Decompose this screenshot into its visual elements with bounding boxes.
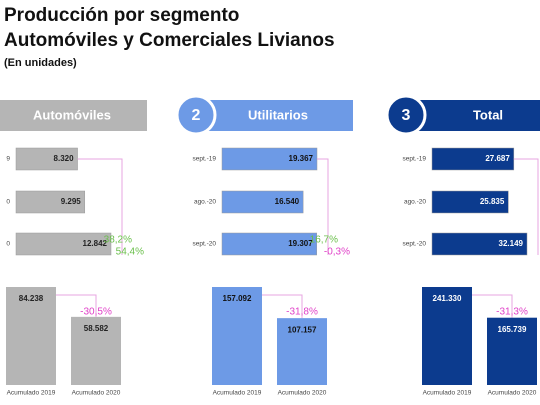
row-bar [431, 190, 509, 214]
accum-value: 241.330 [433, 294, 462, 303]
header-bar [0, 100, 147, 131]
title: Producción por segmento [4, 5, 239, 26]
accum-label: Acumulado 2019 [213, 390, 262, 397]
accum-change: -31,8% [286, 307, 318, 318]
accum-bar [71, 316, 121, 385]
row-value: 27.687 [485, 154, 510, 163]
change: 38,2% [104, 235, 132, 246]
connector [317, 158, 329, 255]
change: -0,3% [324, 247, 350, 258]
change: 54,4% [116, 247, 144, 258]
accum-bar [6, 287, 56, 385]
header-bar [408, 100, 540, 131]
accum-change: -31,3% [496, 307, 528, 318]
accum-value: 157.092 [223, 294, 252, 303]
row-bar [15, 190, 86, 214]
accum-change: -30,5% [80, 307, 112, 318]
accum-value: 165.739 [498, 325, 527, 334]
accum-label: Acumulado 2020 [488, 390, 537, 397]
row-label: ago.-20 [194, 199, 216, 206]
accum-value: 84.238 [19, 294, 44, 303]
panel-title: Utilitarios [248, 107, 308, 122]
row-bar [431, 232, 528, 256]
row-value: 25.835 [480, 197, 505, 206]
row-label: 0 [6, 241, 10, 248]
panel-title: Automóviles [33, 107, 111, 122]
number-badge [385, 94, 427, 136]
row-label: sept.-20 [403, 241, 427, 248]
row-label: sept.-19 [403, 156, 427, 163]
row-bar [221, 190, 304, 214]
change: 16,7% [310, 235, 338, 246]
row-label: sept.-20 [193, 241, 217, 248]
accum-label: Acumulado 2019 [423, 390, 472, 397]
accum-value: 107.157 [288, 325, 317, 334]
accum-bar [277, 318, 327, 385]
row-value: 19.307 [288, 239, 313, 248]
panel-title: Total [473, 107, 503, 122]
row-value: 9.295 [61, 197, 82, 206]
row-bar [15, 232, 112, 256]
row-label: 9 [6, 156, 10, 163]
row-bar [221, 232, 317, 256]
row-label: ago.-20 [404, 199, 426, 206]
note: (En unidades) [4, 57, 77, 69]
row-value: 16.540 [275, 197, 300, 206]
accum-label: Acumulado 2020 [72, 390, 121, 397]
row-value: 32.149 [499, 239, 524, 248]
row-value: 8.320 [54, 154, 75, 163]
accum-bar [212, 287, 262, 385]
connector [513, 158, 539, 255]
accum-label: Acumulado 2019 [7, 390, 56, 397]
row-value: 12.842 [83, 239, 108, 248]
subtitle: Automóviles y Comerciales Livianos [4, 30, 335, 51]
accum-bar [487, 317, 537, 385]
accum-bar [422, 287, 472, 385]
panel-number: 2 [192, 107, 201, 124]
accum-value: 58.582 [84, 324, 109, 333]
accum-label: Acumulado 2020 [278, 390, 327, 397]
row-label: sept.-19 [193, 156, 217, 163]
row-value: 19.367 [289, 154, 314, 163]
header-bar [198, 100, 353, 131]
row-label: 0 [6, 199, 10, 206]
number-badge [175, 94, 217, 136]
connector [77, 158, 123, 255]
panel-number: 3 [402, 107, 411, 124]
